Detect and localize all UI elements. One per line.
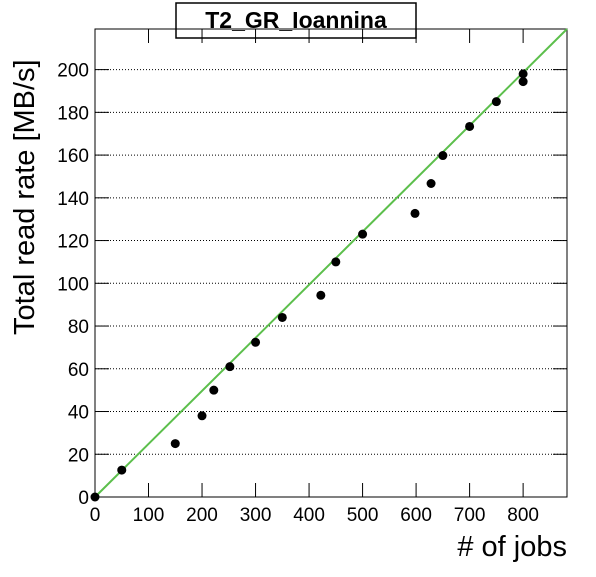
x-tick-label: 100 [133,505,165,526]
x-tick-label: 600 [400,505,432,526]
data-point [316,290,326,300]
y-tick-label: 160 [57,146,89,167]
data-point [438,151,448,161]
data-point [465,121,475,131]
y-tick-label: 0 [78,488,89,509]
y-axis-label: Total read rate [MB/s] [9,59,41,335]
data-point [277,312,287,322]
data-point [170,439,180,449]
data-point [251,337,261,347]
x-tick-label: 0 [90,505,101,526]
y-tick-label: 180 [57,103,89,124]
data-point [358,229,368,239]
x-tick-label: 800 [507,505,539,526]
x-tick-label: 700 [454,505,486,526]
y-tick-label: 60 [68,360,89,381]
x-tick-label: 500 [347,505,379,526]
y-tick-label: 200 [57,61,89,82]
data-point [209,385,219,395]
data-point [117,465,127,475]
y-tick-label: 140 [57,189,89,210]
title-box [175,2,417,39]
x-tick-label: 400 [293,505,325,526]
y-tick-label: 120 [57,232,89,253]
data-point [197,411,207,421]
x-axis-label: # of jobs [457,531,567,563]
y-tick-label: 40 [68,403,89,424]
data-point [491,97,501,107]
y-tick-label: 20 [68,445,89,466]
data-point [90,492,100,502]
x-tick-label: 200 [186,505,218,526]
x-tick-label: 300 [240,505,272,526]
data-point [426,179,436,189]
data-point [518,77,528,87]
data-point [225,362,235,372]
data-point [331,257,341,267]
fit-line [94,28,568,498]
y-tick-label: 100 [57,274,89,295]
y-tick-label: 80 [68,317,89,338]
data-point [518,69,528,79]
plot-frame [94,28,568,498]
data-point [410,208,420,218]
